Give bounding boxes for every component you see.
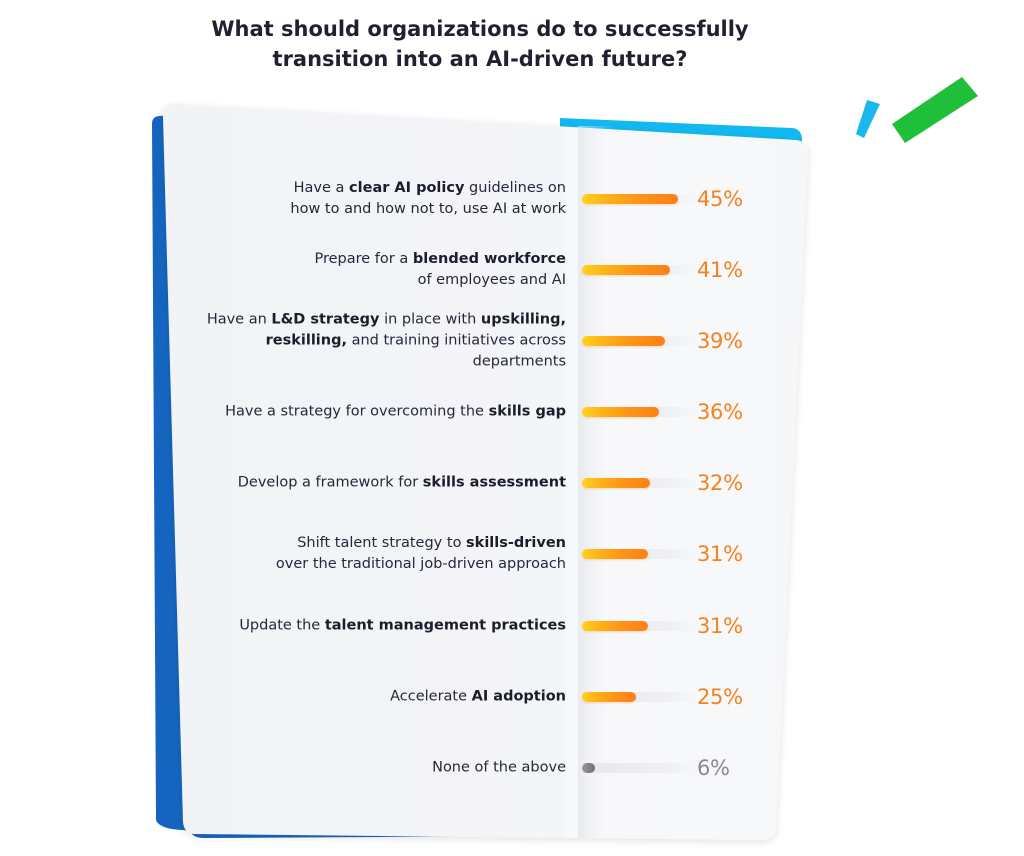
bar-label: Have a clear AI policy guidelines on how … <box>290 180 566 217</box>
bar <box>582 407 660 417</box>
bar-value-label: 31% <box>697 542 743 566</box>
bar-track <box>582 692 698 702</box>
bar-label: Accelerate AI adoption <box>390 688 566 705</box>
bar-label: Develop a framework for skills assessmen… <box>237 474 566 491</box>
bar-label: Shift talent strategy to skills-driven ov… <box>275 535 566 572</box>
bar <box>582 621 649 631</box>
bar <box>582 692 636 702</box>
main-card <box>163 104 808 840</box>
bar-value-label: 25% <box>697 685 743 709</box>
bar-value-label: 31% <box>697 614 743 638</box>
bar <box>582 763 595 773</box>
bar-label: Update the talent management practices <box>239 617 566 634</box>
bar-value-label: 41% <box>697 258 743 282</box>
bar-value-label: 6% <box>697 756 730 780</box>
bar-value-label: 39% <box>697 329 743 353</box>
bar-label: Prepare for a blended workforce of employ… <box>314 251 566 288</box>
green-accent-icon <box>892 77 978 143</box>
cyan-accent-icon <box>856 100 880 138</box>
bar-label: Have a strategy for overcoming the skill… <box>225 403 566 420</box>
bar-label: None of the above <box>432 759 566 776</box>
bar-value-label: 32% <box>697 471 743 495</box>
bar <box>582 478 651 488</box>
title-line-2: transition into an AI-driven future? <box>272 47 688 71</box>
chart-title: What should organizations do to successf… <box>0 14 960 74</box>
bar-value-label: 36% <box>697 400 743 424</box>
bar <box>582 194 679 204</box>
bar-value-label: 45% <box>697 187 743 211</box>
bar <box>582 265 670 275</box>
bar <box>582 549 649 559</box>
title-line-1: What should organizations do to successf… <box>211 17 749 41</box>
bar <box>582 336 666 346</box>
bar-label: Have an L&D strategy in place with upski… <box>206 311 566 370</box>
bar-track <box>582 763 698 773</box>
